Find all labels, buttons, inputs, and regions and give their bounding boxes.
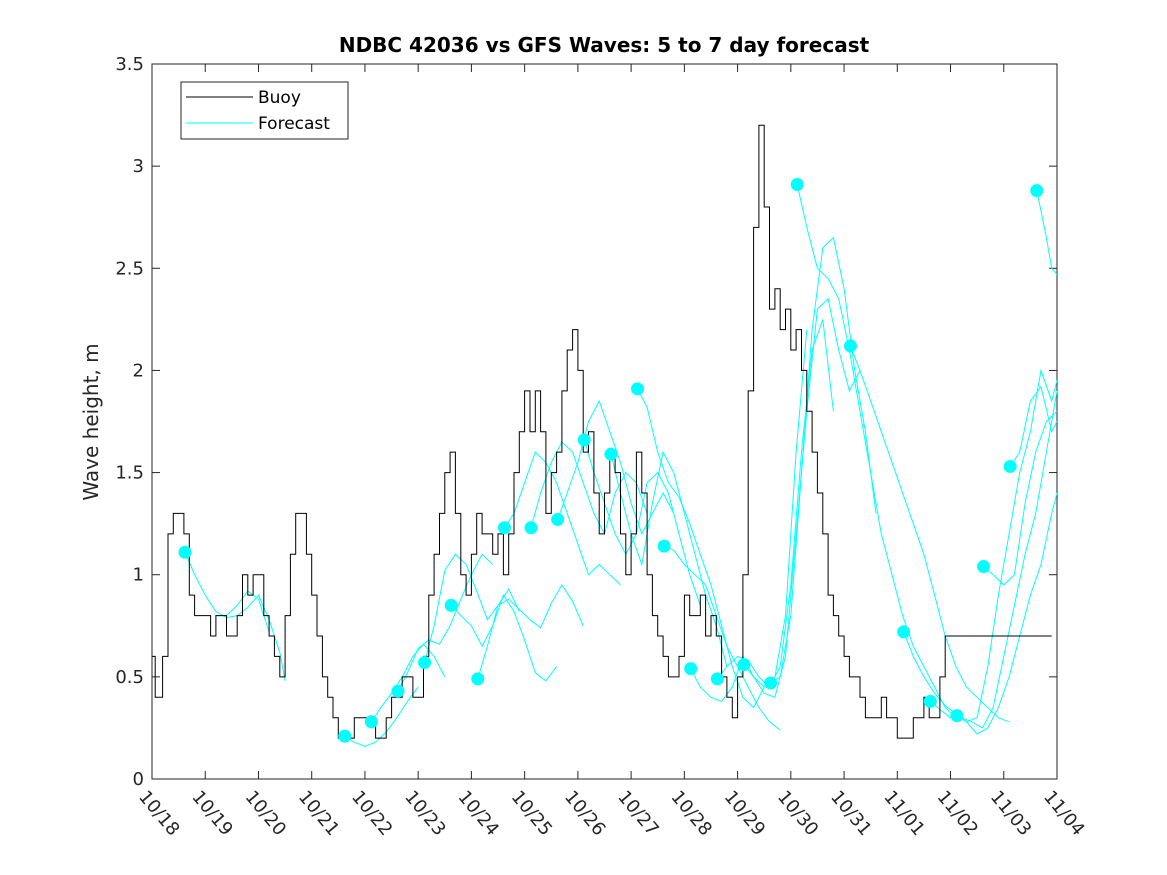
legend-box [180,81,349,140]
chart-title: NDBC 42036 vs GFS Waves: 5 to 7 day fore… [339,33,870,57]
y-axis-label: Wave height, m [79,343,103,500]
forecast-start-marker [977,560,991,574]
forecast-start-marker [790,178,804,192]
forecast-start-marker [471,672,485,686]
forecast-start-marker [497,521,511,535]
forecast-line [796,184,957,719]
forecast-start-marker [657,539,671,553]
forecast-start-marker [843,339,857,353]
y-tick-label: 3 [133,156,144,177]
forecast-start-marker [551,513,565,527]
forecast-line [983,410,1058,586]
forecast-line [1036,190,1058,275]
forecast-start-marker [684,662,698,676]
forecast-line [1009,385,1058,467]
forecast-start-marker [631,382,645,396]
forecast-line [663,545,781,731]
y-tick-label: 2 [133,360,144,381]
plot-area [151,63,1058,780]
forecast-line [610,450,728,667]
forecast-start-marker [524,521,538,535]
forecast-line [637,388,765,709]
forecast-line [530,441,648,536]
forecast-start-marker [338,729,352,743]
y-axis: 0 0.5 1 1.5 2 2.5 3 3.5 [115,54,1057,790]
forecast-start-marker [764,676,778,690]
legend-forecast-label: Forecast [258,114,330,134]
plot-lines [152,124,1058,747]
y-tick-label: 3.5 [115,54,144,75]
buoy-line [152,124,1052,739]
forecast-line [370,643,446,723]
y-tick-label: 0.5 [115,667,144,688]
forecast-line [583,439,701,606]
forecast-start-marker [737,658,751,672]
forecast-line [503,451,621,586]
y-tick-label: 0 [133,769,144,790]
forecast-line [557,399,675,536]
forecast-line [477,583,584,680]
forecast-line [397,553,494,692]
legend-buoy-label: Buoy [258,88,301,108]
forecast-start-marker [418,656,432,670]
forecast-line [849,345,1010,723]
forecast-start-marker [1003,459,1017,473]
forecast-start-marker [604,447,618,461]
y-tick-label: 1.5 [115,463,144,484]
forecast-start-marker [1030,184,1044,198]
forecast-line [956,368,1058,723]
y-tick-label: 1 [133,565,144,586]
forecast-start-marker [897,625,911,639]
forecast-start-marker [391,684,405,698]
legend: Buoy Forecast [180,81,349,140]
forecast-start-marker [577,433,591,447]
forecast-start-marker [923,694,937,708]
forecast-line [450,593,558,682]
forecast-start-marker [710,672,724,686]
forecast-line [929,390,1058,729]
forecast-line [903,492,1058,735]
forecast-start-marker [364,715,378,729]
y-tick-label: 2.5 [115,258,144,279]
forecast-start-marker [950,709,964,723]
forecast-line [344,686,419,747]
forecast-start-marker [178,545,192,559]
forecast-start-marker [444,598,458,612]
forecast-line [770,236,877,684]
